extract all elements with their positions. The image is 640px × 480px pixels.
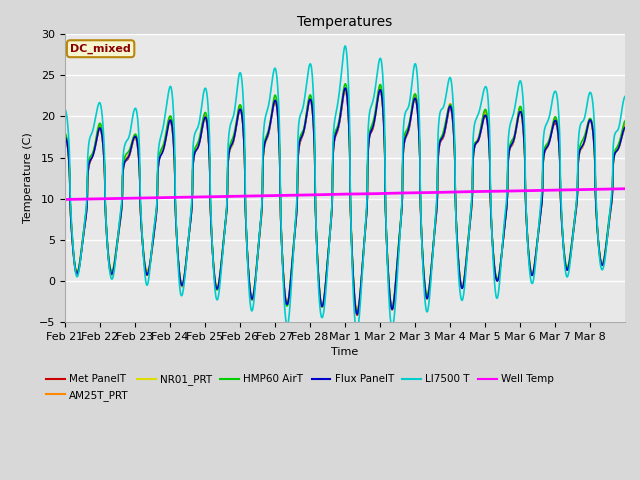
LI7500 T	[477, 98, 485, 104]
Line: HMP60 AirT: HMP60 AirT	[65, 84, 625, 313]
LI7500 T	[614, 126, 622, 132]
HMP60 AirT	[330, 134, 338, 140]
Title: Temperatures: Temperatures	[297, 15, 392, 29]
Flux PanelT	[560, 247, 568, 252]
Line: NR01_PRT: NR01_PRT	[65, 89, 625, 312]
AM25T_PRT	[376, 84, 384, 90]
AM25T_PRT	[353, 307, 361, 313]
Flux PanelT	[148, 244, 156, 250]
Well Temp	[477, 189, 484, 194]
AM25T_PRT	[330, 138, 338, 144]
LI7500 T	[148, 241, 156, 247]
Well Temp	[319, 192, 327, 197]
NR01_PRT	[319, 300, 327, 305]
AM25T_PRT	[61, 134, 68, 140]
AM25T_PRT	[614, 145, 622, 151]
Met PanelT	[342, 86, 349, 92]
LI7500 T	[61, 107, 68, 113]
Flux PanelT	[353, 311, 361, 317]
Flux PanelT	[342, 85, 349, 91]
Met PanelT	[319, 300, 327, 306]
NR01_PRT	[330, 139, 338, 144]
AM25T_PRT	[560, 244, 568, 250]
Flux PanelT	[477, 125, 485, 131]
LI7500 T	[330, 122, 338, 128]
Line: LI7500 T: LI7500 T	[65, 46, 625, 331]
Legend: Met PanelT, AM25T_PRT, NR01_PRT, HMP60 AirT, Flux PanelT, LI7500 T, Well Temp: Met PanelT, AM25T_PRT, NR01_PRT, HMP60 A…	[42, 370, 558, 405]
Met PanelT	[61, 134, 68, 140]
Met PanelT	[353, 312, 361, 318]
NR01_PRT	[353, 310, 361, 315]
Well Temp	[148, 195, 156, 201]
NR01_PRT	[614, 146, 622, 152]
Well Temp	[621, 186, 629, 192]
Met PanelT	[614, 146, 622, 152]
AM25T_PRT	[621, 122, 629, 128]
Flux PanelT	[621, 125, 629, 131]
Well Temp	[61, 197, 68, 203]
Well Temp	[330, 192, 338, 197]
HMP60 AirT	[353, 310, 361, 316]
NR01_PRT	[342, 86, 349, 92]
Met PanelT	[477, 125, 485, 131]
Well Temp	[559, 187, 567, 193]
LI7500 T	[621, 94, 629, 99]
HMP60 AirT	[319, 300, 327, 305]
Flux PanelT	[330, 140, 338, 145]
Line: AM25T_PRT: AM25T_PRT	[65, 87, 625, 310]
Met PanelT	[330, 140, 338, 145]
HMP60 AirT	[61, 131, 68, 136]
HMP60 AirT	[148, 243, 156, 249]
Met PanelT	[560, 246, 568, 252]
HMP60 AirT	[560, 244, 568, 250]
Line: Well Temp: Well Temp	[65, 189, 625, 200]
Flux PanelT	[319, 300, 327, 305]
AM25T_PRT	[148, 243, 156, 249]
Text: DC_mixed: DC_mixed	[70, 44, 131, 54]
HMP60 AirT	[621, 118, 629, 124]
LI7500 T	[319, 311, 327, 316]
NR01_PRT	[477, 125, 485, 131]
HMP60 AirT	[342, 81, 349, 87]
Line: Met PanelT: Met PanelT	[65, 89, 625, 315]
NR01_PRT	[621, 126, 629, 132]
Y-axis label: Temperature (C): Temperature (C)	[23, 133, 33, 224]
NR01_PRT	[61, 134, 68, 140]
Met PanelT	[148, 245, 156, 251]
Flux PanelT	[61, 135, 68, 141]
LI7500 T	[560, 248, 568, 254]
NR01_PRT	[148, 243, 156, 249]
HMP60 AirT	[614, 141, 622, 147]
NR01_PRT	[560, 246, 568, 252]
X-axis label: Time: Time	[331, 347, 358, 357]
Flux PanelT	[614, 145, 622, 151]
Met PanelT	[621, 126, 629, 132]
LI7500 T	[341, 43, 349, 49]
Line: Flux PanelT: Flux PanelT	[65, 88, 625, 314]
AM25T_PRT	[477, 122, 485, 128]
HMP60 AirT	[477, 120, 485, 126]
AM25T_PRT	[319, 299, 327, 305]
LI7500 T	[353, 328, 360, 334]
Well Temp	[614, 186, 621, 192]
